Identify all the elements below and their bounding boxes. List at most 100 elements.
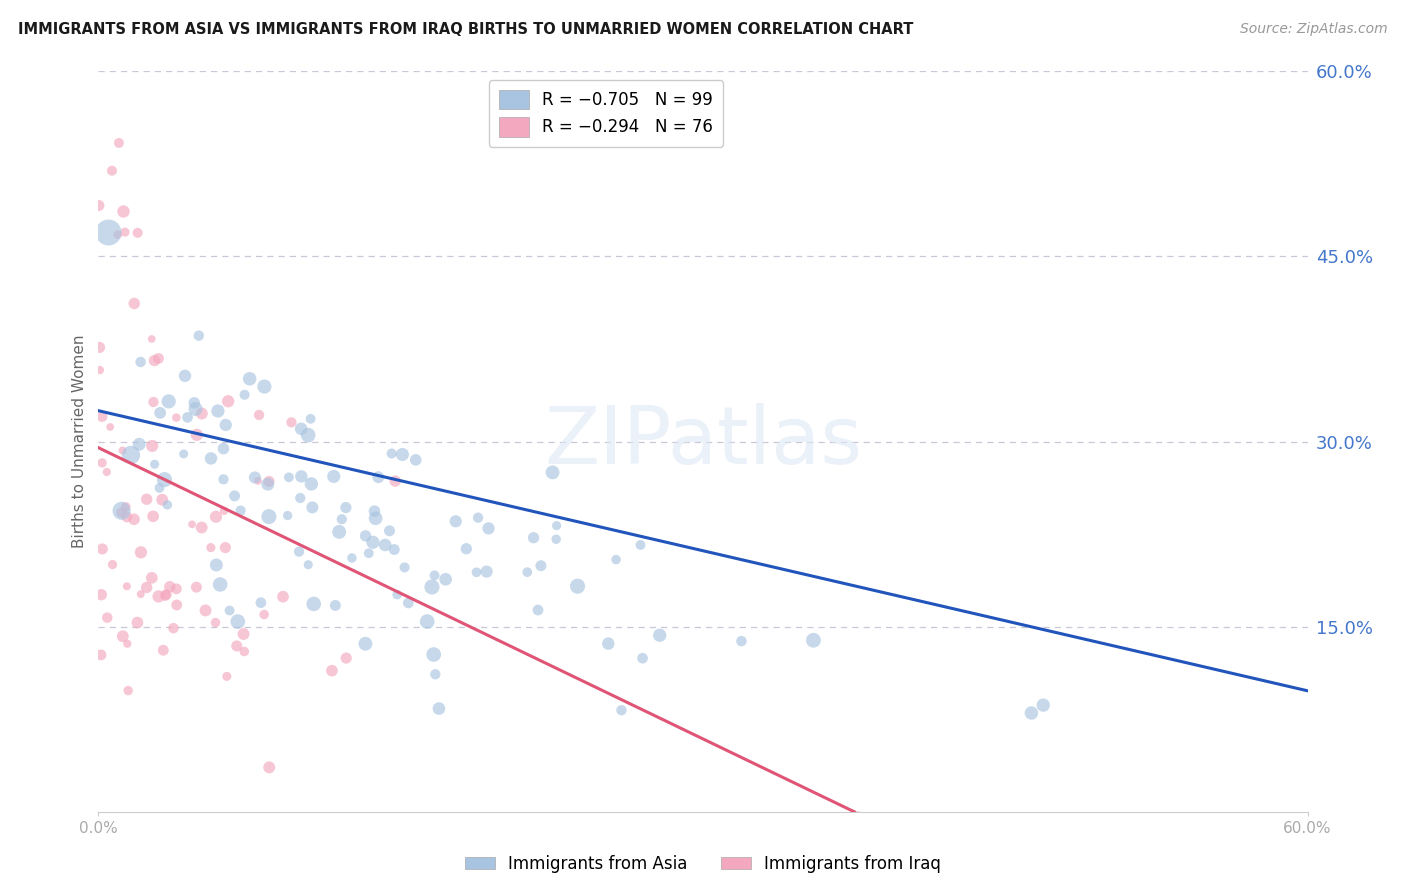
Point (114, 225, 136, 239)
Point (217, 394, 239, 409)
Point (631, 651, 654, 665)
Point (97, 225, 120, 239)
Point (803, 633, 825, 648)
Point (200, 451, 222, 466)
Point (127, 615, 149, 630)
Point (101, 163, 124, 178)
Point (610, 703, 633, 717)
Point (194, 603, 217, 617)
Point (253, 607, 276, 622)
Point (129, 587, 152, 601)
Point (271, 590, 294, 604)
Point (187, 328, 209, 343)
Point (115, 509, 138, 524)
Point (423, 568, 446, 582)
Point (184, 402, 207, 417)
Point (530, 558, 553, 573)
Point (152, 643, 174, 657)
Point (1032, 698, 1054, 712)
Point (149, 406, 172, 420)
Point (232, 627, 254, 641)
Point (110, 506, 132, 520)
Point (135, 581, 157, 595)
Point (527, 603, 550, 617)
Point (141, 332, 163, 346)
Point (212, 504, 235, 518)
Point (176, 410, 198, 425)
Point (335, 500, 357, 515)
Point (354, 529, 377, 543)
Point (215, 417, 238, 432)
Point (128, 437, 150, 451)
Point (299, 477, 322, 491)
Point (204, 615, 226, 630)
Point (174, 368, 197, 383)
Point (330, 512, 353, 526)
Point (516, 565, 538, 579)
Point (382, 542, 405, 557)
Point (89, 363, 111, 377)
Point (354, 637, 377, 651)
Point (467, 510, 489, 524)
Point (91, 409, 114, 424)
Point (546, 518, 568, 533)
Point (143, 457, 166, 471)
Point (361, 535, 384, 549)
Point (143, 353, 166, 368)
Point (200, 541, 222, 555)
Point (96, 610, 118, 624)
Point (541, 466, 564, 480)
Point (112, 204, 135, 219)
Point (155, 589, 177, 603)
Point (434, 572, 457, 586)
Point (173, 447, 195, 461)
Point (522, 531, 544, 545)
Point (425, 667, 447, 681)
Point (277, 508, 299, 523)
Point (247, 474, 270, 488)
Point (157, 394, 180, 409)
Point (87, 198, 110, 212)
Point (456, 541, 478, 556)
Point (91, 541, 114, 556)
Point (367, 470, 389, 484)
Point (321, 664, 343, 678)
Point (148, 351, 170, 366)
Point (385, 588, 408, 602)
Point (205, 509, 228, 524)
Point (224, 489, 246, 503)
Text: IMMIGRANTS FROM ASIA VS IMMIGRANTS FROM IRAQ BIRTHS TO UNMARRIED WOMEN CORRELATI: IMMIGRANTS FROM ASIA VS IMMIGRANTS FROM … (18, 22, 914, 37)
Point (290, 469, 312, 483)
Point (127, 226, 149, 240)
Point (150, 492, 173, 507)
Point (290, 491, 312, 505)
Point (250, 596, 273, 610)
Point (186, 427, 208, 442)
Point (165, 582, 187, 596)
Point (98, 420, 121, 434)
Legend: Immigrants from Asia, Immigrants from Iraq: Immigrants from Asia, Immigrants from Ir… (458, 848, 948, 880)
Point (129, 355, 152, 369)
Point (364, 511, 387, 525)
Point (465, 566, 488, 580)
Point (114, 500, 136, 514)
Point (207, 404, 229, 418)
Point (290, 422, 312, 436)
Point (257, 509, 280, 524)
Point (122, 512, 145, 526)
Point (630, 538, 652, 552)
Point (117, 683, 139, 698)
Point (247, 408, 270, 422)
Point (297, 558, 319, 572)
Point (605, 552, 627, 566)
Point (567, 579, 589, 593)
Point (108, 136, 131, 150)
Point (209, 577, 232, 591)
Point (156, 498, 179, 512)
Point (212, 442, 235, 456)
Point (142, 395, 165, 409)
Point (444, 514, 467, 528)
Point (357, 546, 380, 560)
Point (129, 545, 152, 559)
Y-axis label: Births to Unmarried Women: Births to Unmarried Women (72, 334, 87, 549)
